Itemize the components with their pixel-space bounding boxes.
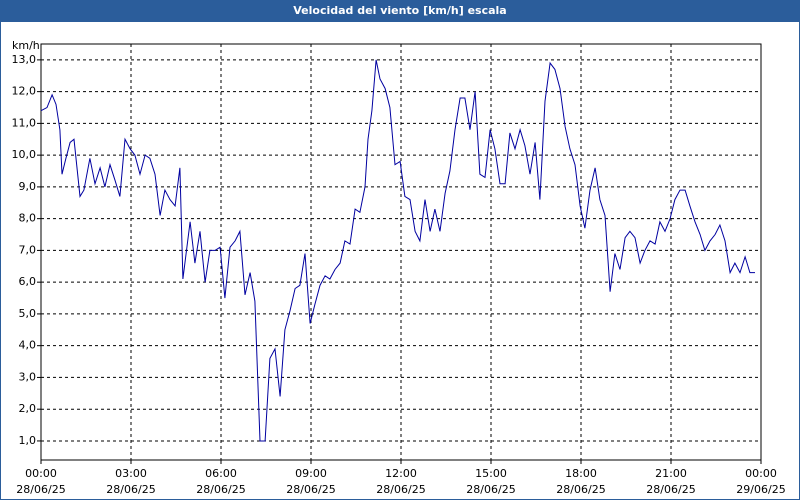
x-tick-date: 28/06/25 [376, 483, 425, 496]
x-tick-date: 28/06/25 [646, 483, 695, 496]
x-tick-date: 28/06/25 [466, 483, 515, 496]
y-tick-label: 10,0 [12, 148, 37, 161]
x-tick-date: 28/06/25 [286, 483, 335, 496]
x-tick-label: 00:00 [25, 467, 57, 480]
title-bar [0, 0, 800, 22]
x-tick-date: 28/06/25 [16, 483, 65, 496]
y-unit: km/h [12, 39, 40, 52]
x-tick-date: 28/06/25 [556, 483, 605, 496]
x-tick-date: 28/06/25 [196, 483, 245, 496]
chart-title: Velocidad del viento [km/h] escala [293, 4, 506, 17]
y-tick-label: 12,0 [12, 85, 37, 98]
x-tick-date: 28/06/25 [106, 483, 155, 496]
x-tick-label: 12:00 [385, 467, 417, 480]
y-tick-label: 8,0 [19, 212, 37, 225]
y-tick-label: 4,0 [19, 339, 37, 352]
x-tick-label: 21:00 [655, 467, 687, 480]
x-tick-label: 03:00 [115, 467, 147, 480]
data-line [40, 59, 755, 442]
y-tick-label: 9,0 [19, 180, 37, 193]
x-tick-date: 29/06/25 [736, 483, 785, 496]
y-tick-label: 2,0 [19, 402, 37, 415]
y-tick-label: 5,0 [19, 307, 37, 320]
y-tick-label: 3,0 [19, 370, 37, 383]
y-tick-label: 7,0 [19, 243, 37, 256]
y-tick-label: 11,0 [12, 116, 37, 129]
x-tick-label: 09:00 [295, 467, 327, 480]
y-tick-label: 13,0 [12, 53, 37, 66]
x-tick-label: 06:00 [205, 467, 237, 480]
x-tick-label: 15:00 [475, 467, 507, 480]
x-tick-label: 18:00 [565, 467, 597, 480]
x-tick-label: 00:00 [745, 467, 777, 480]
y-tick-label: 1,0 [19, 434, 37, 447]
y-tick-label: 6,0 [19, 275, 37, 288]
